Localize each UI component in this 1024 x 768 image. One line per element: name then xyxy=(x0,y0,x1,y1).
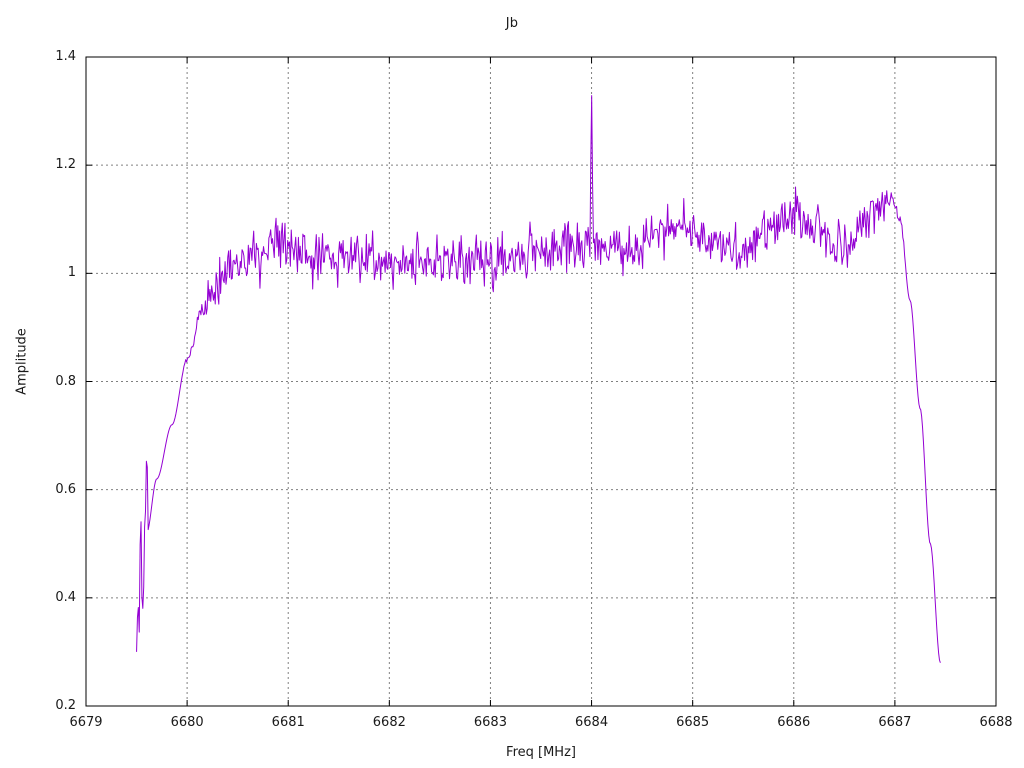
x-tick-label: 6682 xyxy=(372,715,406,730)
y-tick-label: 1.4 xyxy=(55,49,76,64)
x-tick-label: 6683 xyxy=(473,715,507,730)
x-axis-label: Freq [MHz] xyxy=(506,745,576,760)
x-tick-label: 6681 xyxy=(271,715,305,730)
x-tick-label: 6687 xyxy=(878,715,912,730)
x-tick-label: 6685 xyxy=(676,715,710,730)
y-tick-label: 0.8 xyxy=(55,373,76,389)
x-tick-label: 6686 xyxy=(777,715,811,730)
y-tick-label: 0.4 xyxy=(55,589,76,605)
data-series xyxy=(136,95,941,663)
spectrum-trace xyxy=(136,95,941,663)
plot-border xyxy=(85,56,997,707)
y-tick-label: 0.6 xyxy=(55,481,76,497)
x-tick-label: 6684 xyxy=(575,715,609,730)
x-tick-label: 6679 xyxy=(69,715,103,730)
chart-title: Jb xyxy=(505,16,519,31)
x-tick-label: 6680 xyxy=(170,715,204,730)
x-tick-label: 6688 xyxy=(979,715,1013,730)
grid-lines xyxy=(86,57,996,706)
y-tick-label: 0.2 xyxy=(55,698,76,713)
y-tick-label: 1 xyxy=(67,265,76,281)
y-tick-label: 1.2 xyxy=(55,157,76,173)
